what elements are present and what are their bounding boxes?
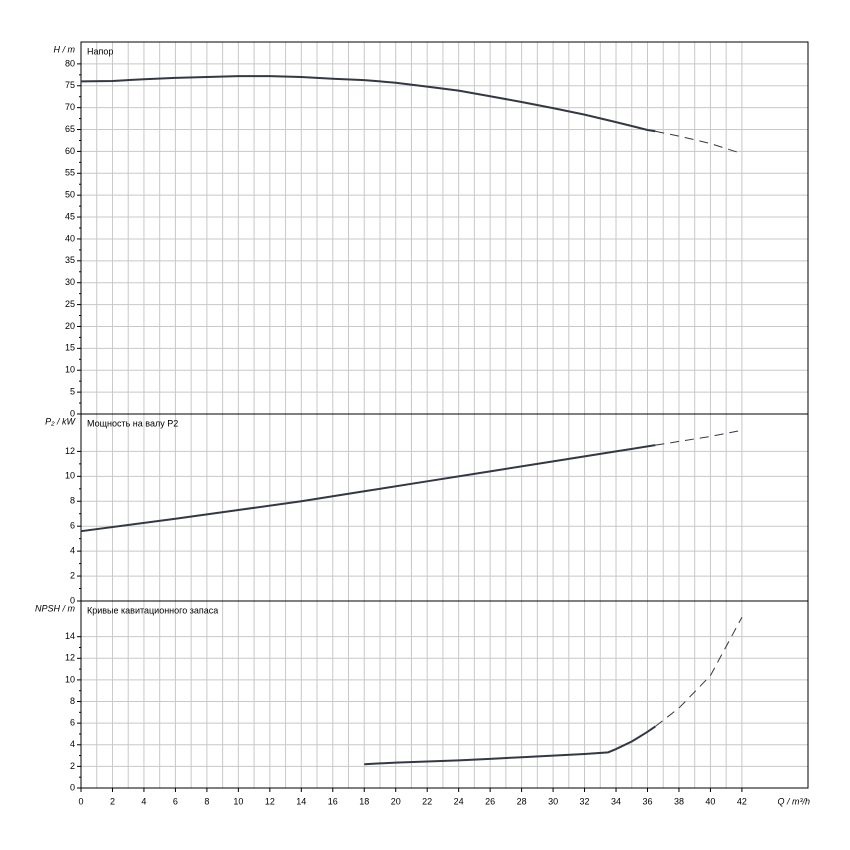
- y-tick-label: 0: [70, 782, 75, 792]
- x-tick-label: 34: [611, 796, 621, 806]
- x-tick-label: 24: [454, 796, 464, 806]
- y-tick-label: 25: [65, 299, 75, 309]
- x-tick-label: 8: [204, 796, 209, 806]
- y-axis-label: P₂ / kW: [45, 416, 76, 426]
- y-tick-label: 5: [70, 386, 75, 396]
- x-tick-label: 0: [78, 796, 83, 806]
- y-tick-label: 4: [70, 546, 75, 556]
- x-tick-label: 6: [173, 796, 178, 806]
- y-axis-label: H / m: [54, 44, 76, 54]
- y-tick-label: 14: [65, 631, 75, 641]
- x-tick-label: 32: [580, 796, 590, 806]
- x-tick-label: 20: [391, 796, 401, 806]
- x-tick-label: 26: [485, 796, 495, 806]
- x-tick-label: 28: [517, 796, 527, 806]
- x-tick-label: 36: [642, 796, 652, 806]
- x-tick-label: 38: [674, 796, 684, 806]
- y-tick-label: 12: [65, 653, 75, 663]
- y-tick-label: 35: [65, 255, 75, 265]
- x-tick-label: 18: [359, 796, 369, 806]
- y-tick-label: 30: [65, 277, 75, 287]
- x-tick-label: 10: [233, 796, 243, 806]
- y-tick-label: 10: [65, 471, 75, 481]
- plot-frame: [80, 41, 809, 415]
- y-tick-label: 10: [65, 365, 75, 375]
- y-tick-label: 8: [70, 496, 75, 506]
- y-tick-label: 50: [65, 190, 75, 200]
- curve: [655, 616, 743, 727]
- y-tick-label: 8: [70, 696, 75, 706]
- x-tick-label: 22: [422, 796, 432, 806]
- y-tick-label: 45: [65, 211, 75, 221]
- panel-title: Напор: [87, 46, 113, 56]
- y-tick-label: 0: [70, 408, 75, 418]
- y-tick-label: 6: [70, 718, 75, 728]
- curve: [80, 444, 656, 533]
- curve: [364, 725, 656, 766]
- y-tick-label: 80: [65, 58, 75, 68]
- y-tick-label: 75: [65, 80, 75, 90]
- y-tick-label: 2: [70, 570, 75, 580]
- x-tick-label: 2: [110, 796, 115, 806]
- x-tick-label: 14: [296, 796, 306, 806]
- plot-frame: [80, 413, 809, 602]
- y-tick-label: 20: [65, 321, 75, 331]
- y-tick-label: 4: [70, 739, 75, 749]
- plot-frame: [80, 600, 809, 789]
- x-tick-label: 16: [328, 796, 338, 806]
- y-tick-label: 65: [65, 124, 75, 134]
- x-axis-label: Q / m³/h: [777, 796, 810, 806]
- y-tick-label: 55: [65, 168, 75, 178]
- x-tick-label: 40: [705, 796, 715, 806]
- y-tick-label: 12: [65, 446, 75, 456]
- curve: [80, 75, 656, 133]
- x-tick-label: 42: [737, 796, 747, 806]
- panel-title: Мощность на валу P2: [87, 418, 178, 428]
- y-tick-label: 70: [65, 102, 75, 112]
- y-tick-label: 6: [70, 521, 75, 531]
- y-tick-label: 2: [70, 761, 75, 771]
- curve: [655, 130, 743, 155]
- y-tick-label: 40: [65, 233, 75, 243]
- x-tick-label: 4: [141, 796, 146, 806]
- x-tick-label: 12: [265, 796, 275, 806]
- y-tick-label: 60: [65, 146, 75, 156]
- curve: [655, 429, 743, 446]
- x-tick-label: 30: [548, 796, 558, 806]
- panel-title: Кривые кавитационного запаса: [87, 605, 218, 615]
- y-tick-label: 10: [65, 674, 75, 684]
- y-tick-label: 0: [70, 595, 75, 605]
- y-axis-label: NPSH / m: [35, 603, 76, 613]
- y-tick-label: 15: [65, 343, 75, 353]
